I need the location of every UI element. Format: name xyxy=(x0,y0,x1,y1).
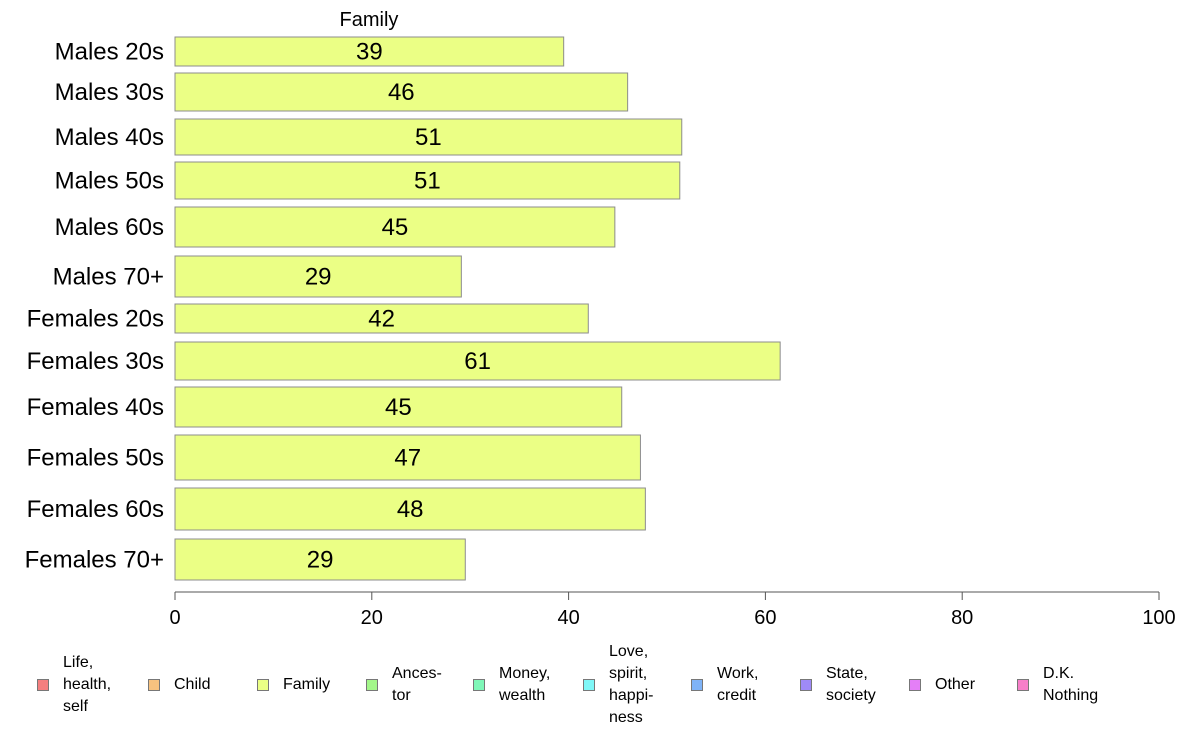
legend-label: Life, health, self xyxy=(63,654,112,715)
category-label: Males 60s xyxy=(55,214,164,241)
bar-value-label: 45 xyxy=(385,394,412,421)
legend-label: Family xyxy=(283,676,331,693)
legend-swatch xyxy=(366,679,378,691)
bar xyxy=(174,161,681,200)
bar-value-label: 29 xyxy=(305,264,332,291)
bar-value-label: 45 xyxy=(382,214,409,241)
bar-value-label: 48 xyxy=(397,496,424,523)
bar-value-label: 47 xyxy=(394,445,421,472)
legend-item: Life, health, self xyxy=(37,640,111,730)
bar xyxy=(174,434,641,481)
legend-label: Other xyxy=(935,676,976,693)
bar xyxy=(174,36,565,67)
bar xyxy=(174,118,683,156)
legend-item: Other xyxy=(909,640,975,730)
category-label: Females 50s xyxy=(27,445,164,472)
x-tick-label: 0 xyxy=(169,607,180,629)
category-label: Males 40s xyxy=(55,124,164,151)
category-label: Females 20s xyxy=(27,306,164,333)
category-label: Females 30s xyxy=(27,348,164,375)
bar xyxy=(174,538,466,581)
bar xyxy=(174,206,616,248)
bar-value-label: 42 xyxy=(368,306,395,333)
x-tick-label: 40 xyxy=(557,607,579,629)
bar xyxy=(174,487,646,531)
category-label: Males 30s xyxy=(55,79,164,106)
category-label: Females 60s xyxy=(27,496,164,523)
bar xyxy=(174,255,462,298)
x-tick-label: 80 xyxy=(951,607,973,629)
legend-label: Love, spirit, happi- ness xyxy=(609,643,654,726)
bar-value-label: 61 xyxy=(464,348,491,375)
legend-swatch xyxy=(909,679,921,691)
bar xyxy=(174,303,589,334)
legend-swatch xyxy=(1017,679,1029,691)
chart-title: Family xyxy=(340,9,399,31)
legend-item: D.K. Nothing xyxy=(1017,640,1098,730)
legend-item: Love, spirit, happi- ness xyxy=(583,640,653,730)
legend-label: Child xyxy=(174,676,211,693)
category-label: Males 20s xyxy=(55,39,164,66)
bar xyxy=(174,386,623,428)
legend: Life, health, self Child Family Ances- tor M… xyxy=(0,640,1188,736)
legend-label: Money, wealth xyxy=(499,665,551,704)
legend-label: Work, credit xyxy=(717,665,759,704)
legend-item: Family xyxy=(257,640,330,730)
legend-swatch xyxy=(257,679,269,691)
bar xyxy=(174,72,629,112)
x-tick-label: 60 xyxy=(754,607,776,629)
x-axis: 0 20 40 60 80 100 xyxy=(169,591,1176,629)
legend-item: Child xyxy=(148,640,210,730)
bars-group: 39 Males 20s 46 Males 30s 51 Males 40s 51 Males… xyxy=(25,36,781,581)
legend-item: Ances- tor xyxy=(366,640,442,730)
legend-swatch xyxy=(148,679,160,691)
bar-value-label: 46 xyxy=(388,79,415,106)
legend-item: Money, wealth xyxy=(473,640,550,730)
bar-value-label: 39 xyxy=(356,39,383,66)
bar-value-label: 29 xyxy=(307,547,334,574)
legend-swatch xyxy=(583,679,595,691)
category-label: Males 50s xyxy=(55,168,164,195)
legend-item: Work, credit xyxy=(691,640,758,730)
bar-value-label: 51 xyxy=(415,124,442,151)
bar-value-label: 51 xyxy=(414,168,441,195)
legend-item: State, society xyxy=(800,640,876,730)
legend-swatch xyxy=(37,679,49,691)
category-label: Females 70+ xyxy=(25,547,164,574)
bar xyxy=(174,341,781,381)
category-label: Females 40s xyxy=(27,394,164,421)
category-label: Males 70+ xyxy=(53,264,164,291)
bar-chart: Family 39 Males 20s 46 Males 30s 51 Males 40s… xyxy=(25,9,1176,629)
x-tick-label: 100 xyxy=(1142,607,1175,629)
legend-swatch xyxy=(800,679,812,691)
legend-label: Ances- tor xyxy=(392,665,442,704)
x-tick-label: 20 xyxy=(361,607,383,629)
legend-label: State, society xyxy=(826,665,876,704)
legend-swatch xyxy=(691,679,703,691)
legend-label: D.K. Nothing xyxy=(1043,665,1099,704)
legend-swatch xyxy=(473,679,485,691)
